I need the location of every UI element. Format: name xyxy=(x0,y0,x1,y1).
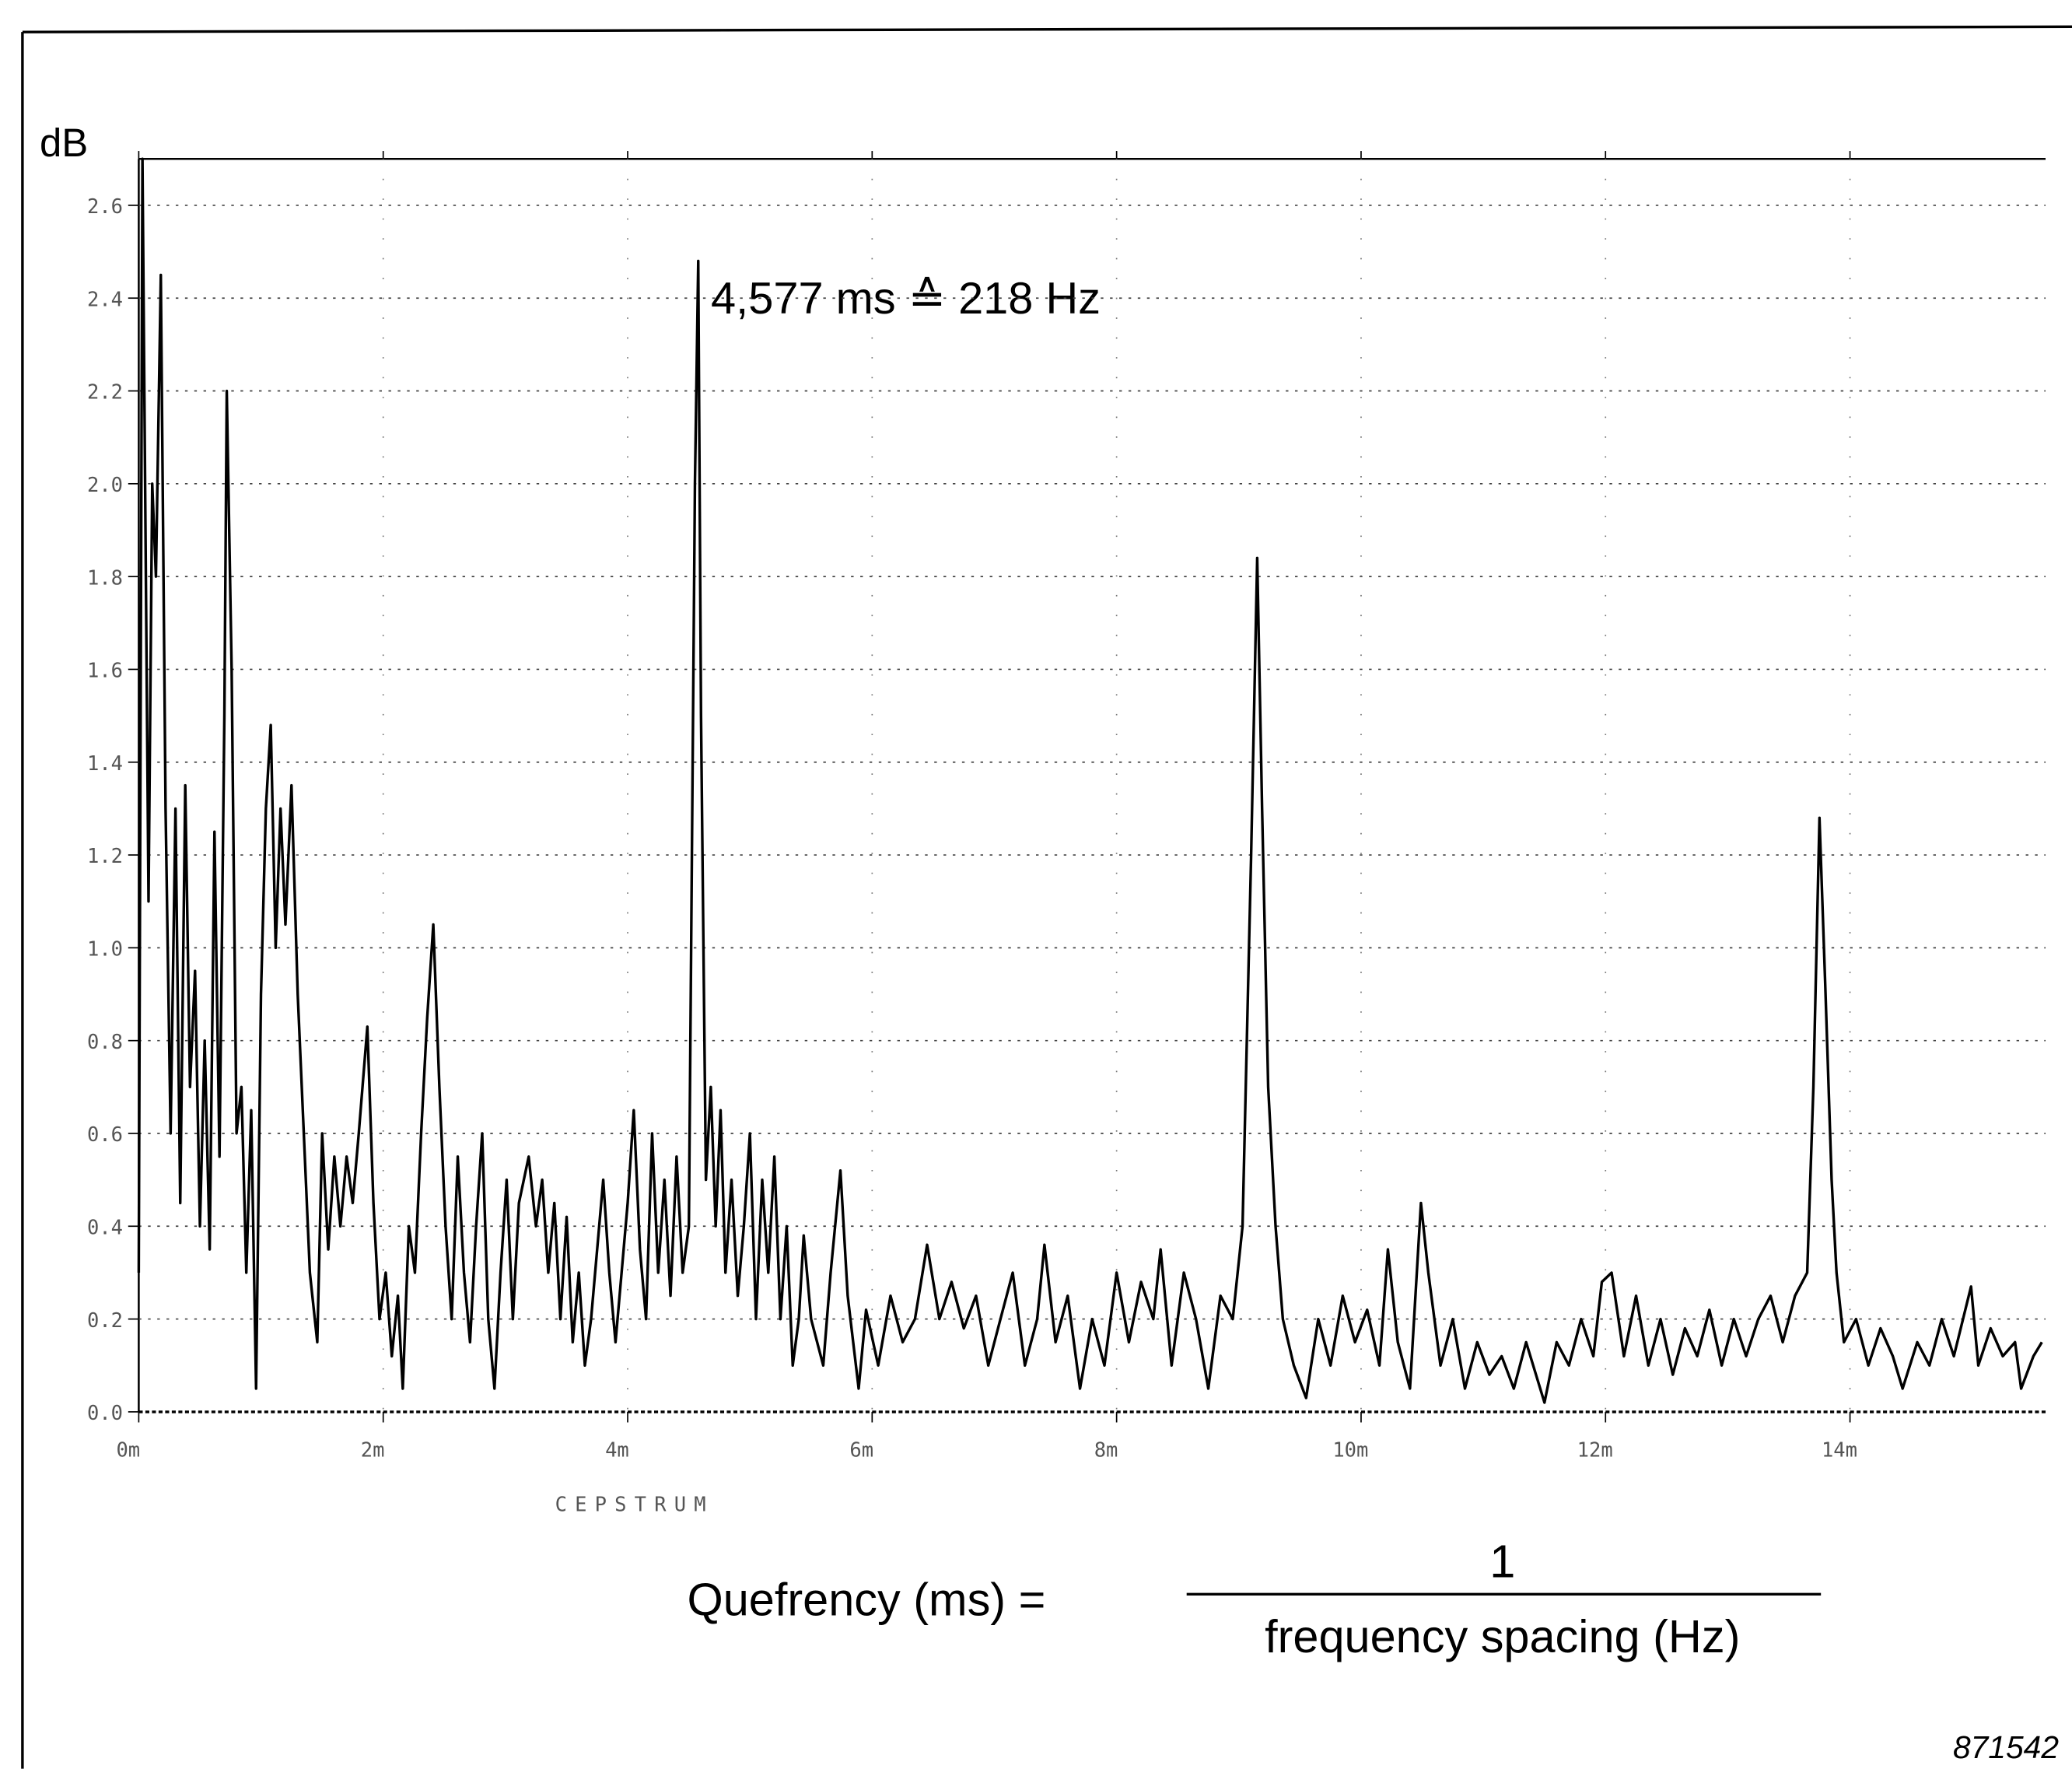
y-tick-label: 1.2 xyxy=(87,845,123,868)
x-tick-label: 0m xyxy=(116,1439,140,1462)
x-tick-label: 6m xyxy=(849,1439,873,1462)
x-axis-label: CEPSTRUM xyxy=(555,1493,714,1516)
annotation: 4,577 ms ≙ 218 Hz xyxy=(711,274,1101,324)
formula-numerator: 1 xyxy=(1489,1535,1515,1587)
cepstrum-line xyxy=(137,157,2043,1404)
y-tick-label: 0.2 xyxy=(87,1309,123,1333)
y-axis-label: dB xyxy=(40,121,88,165)
figure-id: 871542 xyxy=(1953,1729,2059,1765)
y-tick-label: 1.4 xyxy=(87,752,123,776)
x-tick-label: 4m xyxy=(605,1439,629,1462)
x-tick-label: 12m xyxy=(1577,1439,1613,1462)
y-tick-label: 2.6 xyxy=(87,195,123,219)
x-tick-label: 2m xyxy=(361,1439,385,1462)
y-tick-label: 0.8 xyxy=(87,1031,123,1054)
y-tick-label: 0.0 xyxy=(87,1402,123,1425)
y-tick-label: 1.6 xyxy=(87,660,123,683)
y-tick-label: 2.2 xyxy=(87,381,123,405)
y-tick-label: 0.4 xyxy=(87,1216,123,1239)
x-tick-label: 8m xyxy=(1094,1439,1118,1462)
y-tick-label: 2.0 xyxy=(87,474,123,497)
frame-top xyxy=(22,25,2072,33)
x-tick-label: 14m xyxy=(1822,1439,1857,1462)
y-tick-label: 0.6 xyxy=(87,1123,123,1147)
formula-denominator: frequency spacing (Hz) xyxy=(1265,1610,1740,1662)
y-tick-label: 1.8 xyxy=(87,566,123,590)
y-tick-label: 2.4 xyxy=(87,288,123,311)
y-tick-label: 1.0 xyxy=(87,938,123,962)
x-tick-label: 10m xyxy=(1332,1439,1368,1462)
formula-lhs: Quefrency (ms) = xyxy=(687,1574,1045,1626)
